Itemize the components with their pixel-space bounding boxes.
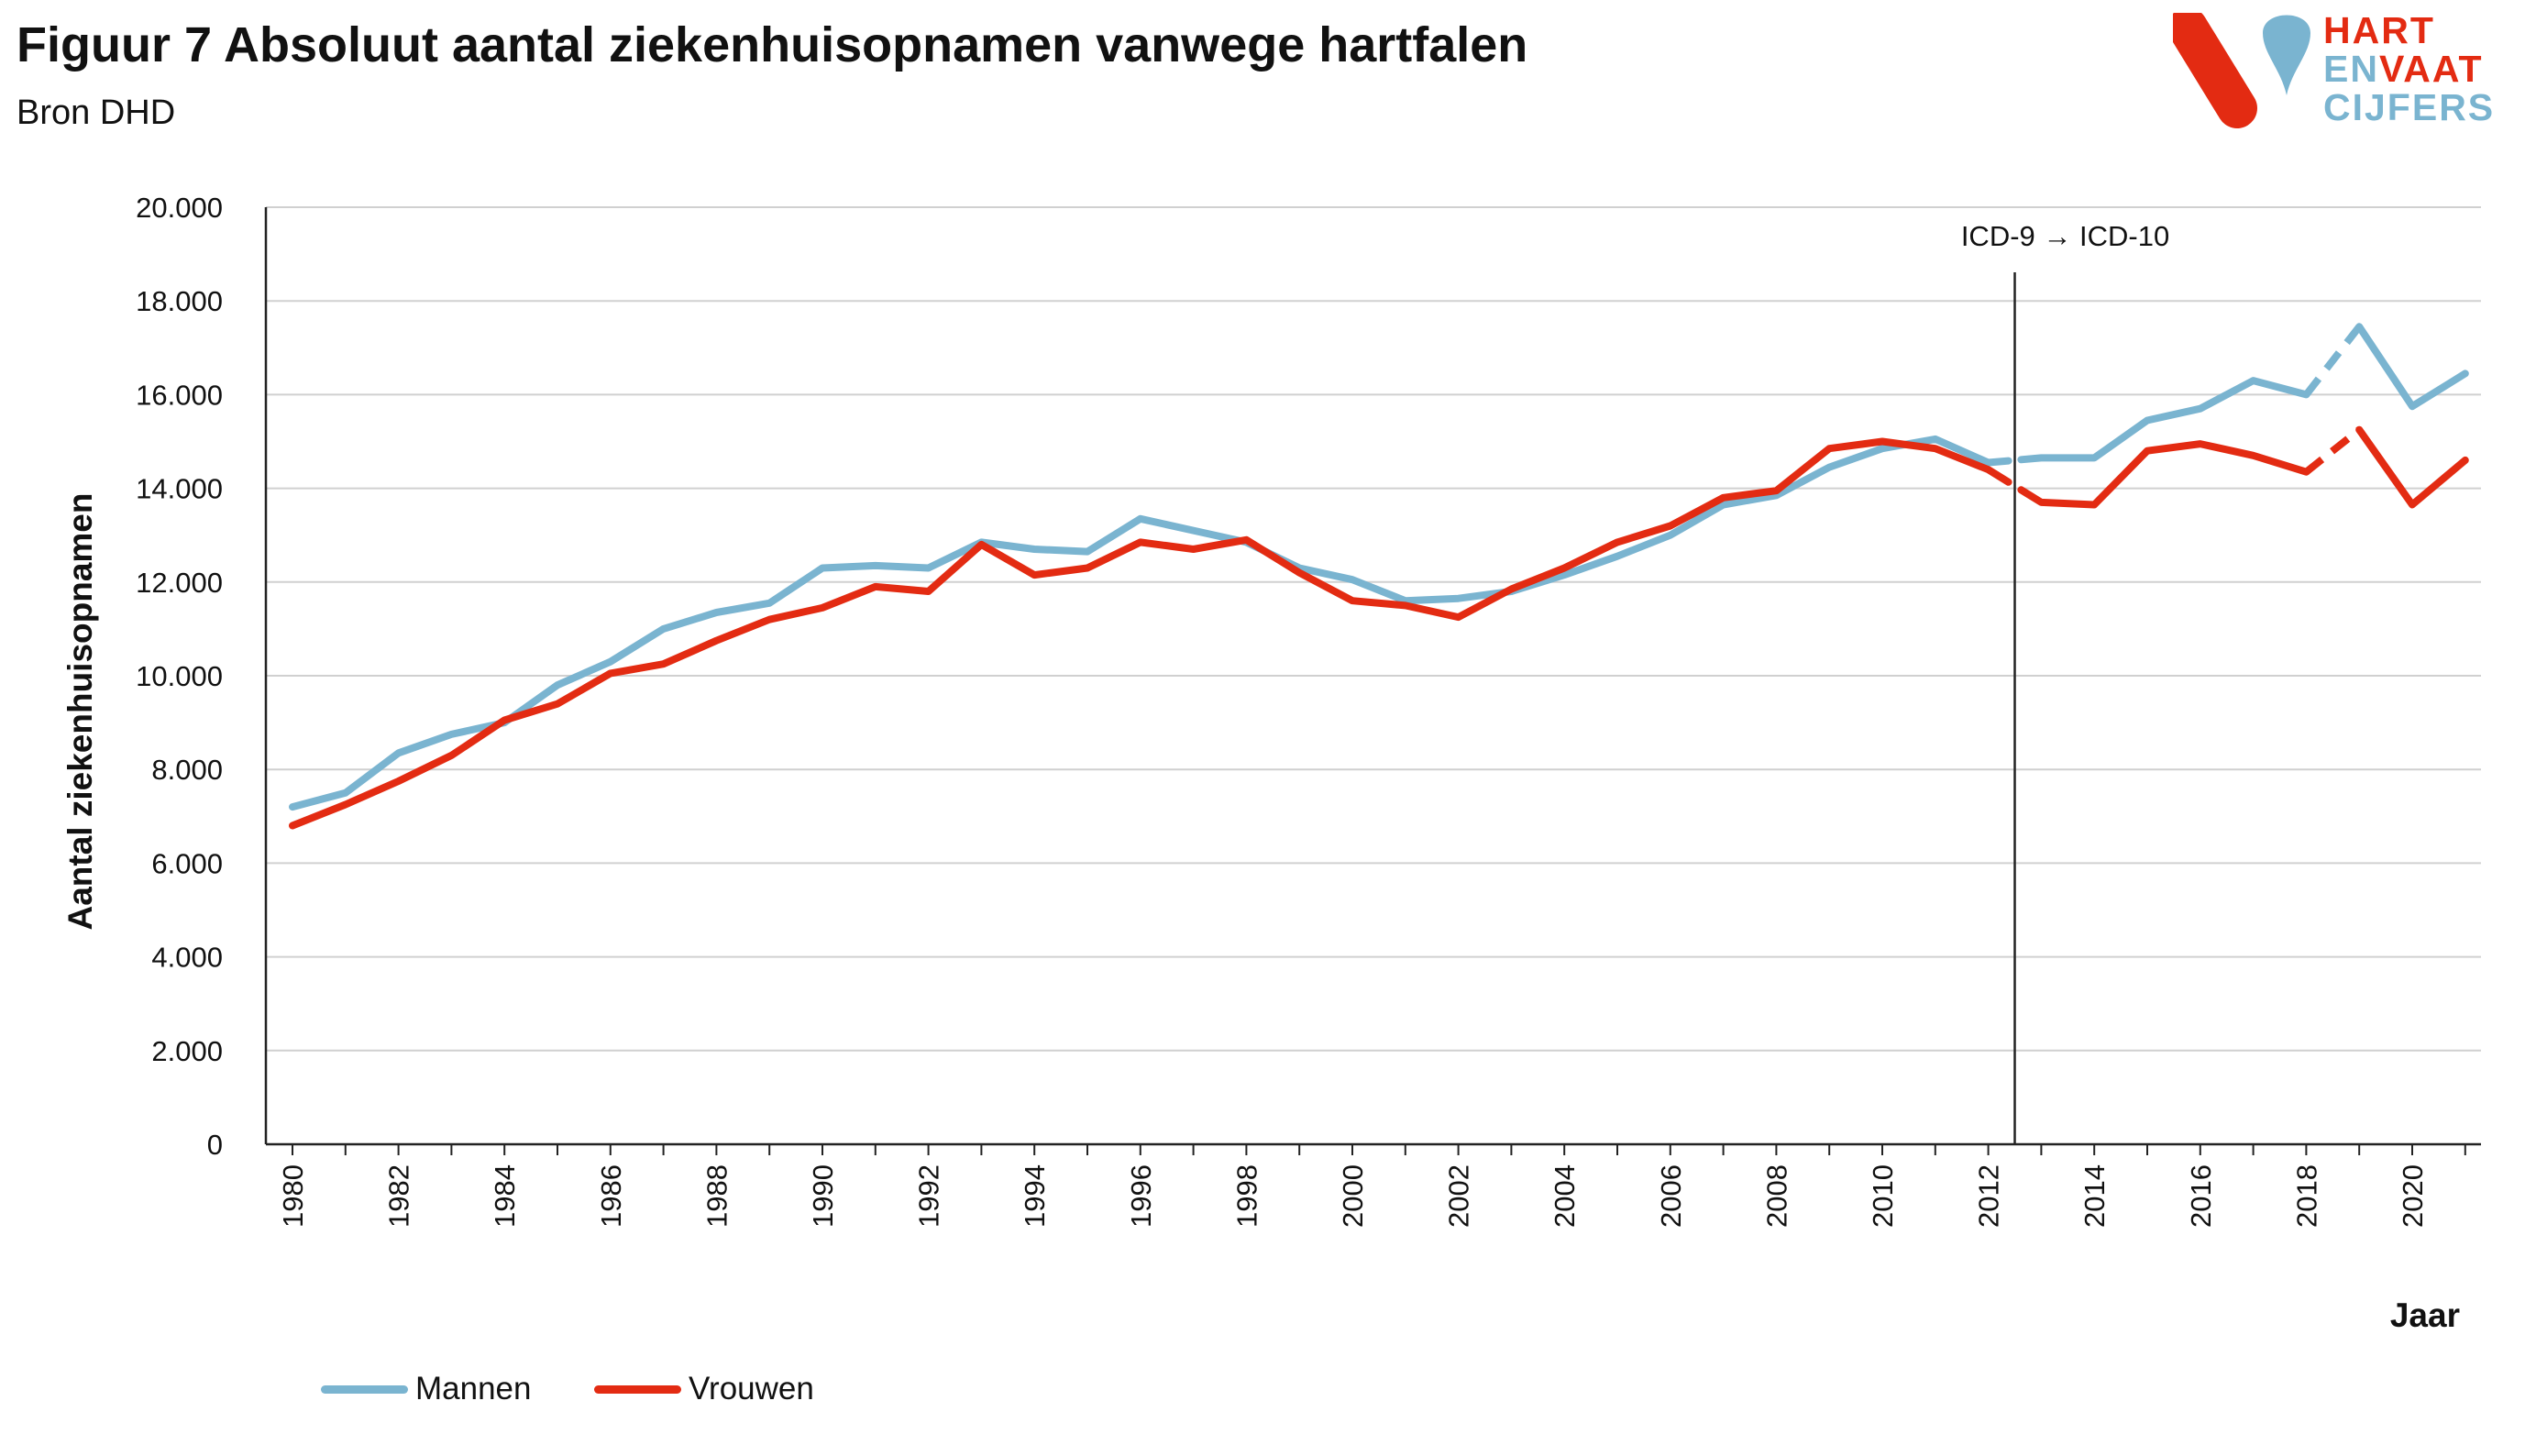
x-tick-label-2020: 2020 [2397, 1164, 2429, 1228]
series-vrouwen-segment-3 [2355, 425, 2469, 509]
x-axis-label: Jaar [2390, 1296, 2460, 1334]
legend-item-vrouwen: Vrouwen [594, 1366, 814, 1412]
x-tick-label-2002: 2002 [1443, 1164, 1475, 1228]
x-tick-label-1980: 1980 [277, 1164, 309, 1228]
x-tick-label-1994: 1994 [1019, 1164, 1051, 1228]
legend-label-mannen: Mannen [415, 1371, 532, 1406]
x-tick-label-1996: 1996 [1125, 1164, 1157, 1228]
logo-text-line3: CIJFERS [2323, 86, 2496, 128]
x-tick-label-1990: 1990 [807, 1164, 839, 1228]
x-tick-label-1982: 1982 [383, 1164, 415, 1228]
logo-text-line2: ENVAAT [2323, 50, 2484, 88]
x-tick-labels: 1980 1982 1984 1986 1988 1990 1992 1994 1996 1998… [277, 1164, 2429, 1228]
y-tick-labels: 0 2.000 4.000 6.000 8.000 10.000 12.000 14.000 1… [136, 192, 223, 1161]
series-mannen-segment-1 [2017, 377, 2310, 464]
y-tick-label-6000: 6.000 [151, 847, 223, 879]
hart-en-vaat-cijfers-logo: HART ENVAAT CIJFERS [2173, 9, 2525, 132]
y-tick-label-14000: 14.000 [136, 473, 223, 505]
y-tick-label-16000: 16.000 [136, 379, 223, 411]
y-tick-label-4000: 4.000 [151, 942, 223, 974]
x-tick-label-2000: 2000 [1337, 1164, 1369, 1228]
x-tick-label-2012: 2012 [1973, 1164, 2005, 1228]
x-tick-label-1986: 1986 [595, 1164, 627, 1228]
y-tick-label-10000: 10.000 [136, 660, 223, 692]
x-tick-label-2014: 2014 [2078, 1164, 2111, 1228]
x-tick-label-1984: 1984 [489, 1164, 521, 1228]
gridlines [266, 206, 2481, 1052]
chart-subtitle: Bron DHD [17, 94, 176, 132]
y-tick-label-18000: 18.000 [136, 285, 223, 317]
y-tick-label-0: 0 [207, 1129, 223, 1161]
legend-swatch-mannen [321, 1384, 408, 1394]
series-mannen-segment-0 [289, 435, 2012, 811]
series-vrouwen-segment-1 [2017, 440, 2310, 509]
icd-annotation-label: ICD-9 → ICD-10 [1961, 220, 2169, 252]
y-tick-label-12000: 12.000 [136, 567, 223, 599]
logo-text-en: EN [2323, 48, 2379, 90]
axes [264, 207, 2481, 1155]
icd-annotation: ICD-9 → ICD-10 [1961, 220, 2169, 1144]
logo-text-vaat: VAAT [2378, 48, 2484, 90]
x-tick-label-1998: 1998 [1230, 1164, 1262, 1228]
y-axis-label: Aantal ziekenhuisopnamen [61, 493, 99, 931]
x-tick-label-2010: 2010 [1867, 1164, 1899, 1228]
logo-mark-icon [2173, 13, 2310, 128]
series-mannen-segment-3 [2355, 323, 2469, 411]
legend-label-vrouwen: Vrouwen [689, 1371, 814, 1406]
legend-swatch-vrouwen [594, 1384, 681, 1394]
x-tick-label-2006: 2006 [1655, 1164, 1687, 1228]
logo-text-line1: HART [2323, 9, 2435, 51]
series-lines [289, 323, 2469, 830]
y-tick-label-2000: 2.000 [151, 1035, 223, 1067]
series-mannen-segment-2 [2303, 324, 2363, 397]
series-vrouwen-segment-0 [289, 437, 2012, 830]
x-tick-label-2004: 2004 [1549, 1164, 1581, 1228]
x-tick-label-2016: 2016 [2185, 1164, 2217, 1228]
x-tick-label-2008: 2008 [1760, 1164, 1792, 1228]
x-tick-label-1988: 1988 [700, 1164, 733, 1228]
chart-title: Figuur 7 Absoluut aantal ziekenhuisopnam… [17, 17, 1528, 72]
x-tick-label-2018: 2018 [2290, 1164, 2322, 1228]
series-vrouwen-segment-2 [2303, 426, 2362, 475]
legend-item-mannen: Mannen [321, 1366, 531, 1412]
y-tick-label-8000: 8.000 [151, 754, 223, 786]
x-tick-label-1992: 1992 [913, 1164, 945, 1228]
y-tick-label-20000: 20.000 [136, 192, 223, 224]
